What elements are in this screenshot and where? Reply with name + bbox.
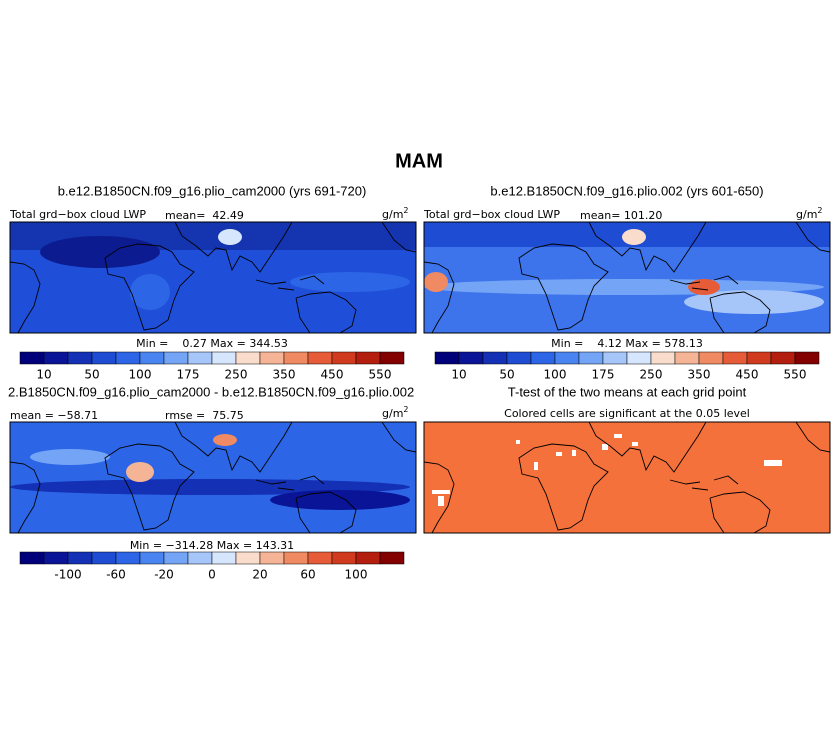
colorbar-label: 450 bbox=[736, 368, 759, 382]
colorbar-label: 175 bbox=[592, 368, 615, 382]
colorbar-label: 100 bbox=[544, 368, 567, 382]
colorbar-label: 250 bbox=[640, 368, 663, 382]
colorbar-label: 175 bbox=[177, 368, 200, 382]
units-label: g/m2 bbox=[382, 206, 409, 222]
colorbar-box bbox=[626, 351, 652, 365]
colorbar-label: 50 bbox=[499, 368, 514, 382]
colorbar-box bbox=[554, 351, 580, 365]
colorbar-box bbox=[602, 351, 628, 365]
colorbar-box bbox=[379, 551, 405, 565]
panel-subtitle: Colored cells are significant at the 0.0… bbox=[504, 407, 750, 420]
colorbar-label: 250 bbox=[225, 368, 248, 382]
colorbar-box bbox=[770, 351, 796, 365]
colorbar-box bbox=[91, 351, 117, 365]
colorbar-label: -100 bbox=[54, 568, 81, 582]
colorbar-label: -60 bbox=[106, 568, 126, 582]
colorbar-box bbox=[259, 551, 285, 565]
colorbar-box bbox=[698, 351, 724, 365]
mean-label: mean= 42.49 bbox=[165, 209, 244, 222]
colorbar-label: 10 bbox=[36, 368, 51, 382]
colorbar-box bbox=[746, 351, 772, 365]
map bbox=[9, 221, 417, 334]
colorbar-label: 0 bbox=[208, 568, 216, 582]
panel-title: T-test of the two means at each grid poi… bbox=[508, 384, 747, 399]
colorbar-box bbox=[794, 351, 820, 365]
colorbar-box bbox=[674, 351, 700, 365]
colorbar-label: 10 bbox=[451, 368, 466, 382]
colorbar-label: 350 bbox=[688, 368, 711, 382]
colorbar-box bbox=[307, 551, 333, 565]
colorbar-box bbox=[43, 351, 69, 365]
colorbar-label: 100 bbox=[345, 568, 368, 582]
units-label: g/m2 bbox=[796, 206, 823, 222]
colorbar-box bbox=[19, 551, 45, 565]
colorbar: -100 -60 -20 0 20 60 100 bbox=[19, 551, 405, 582]
colorbar-box bbox=[307, 351, 333, 365]
units-label: g/m2 bbox=[382, 405, 409, 421]
colorbar-box bbox=[19, 351, 45, 365]
colorbar: 10 50 100 175 250 350 450 550 bbox=[19, 351, 405, 382]
colorbar-box bbox=[331, 351, 357, 365]
colorbar-label: 550 bbox=[369, 368, 392, 382]
colorbar-box bbox=[482, 351, 508, 365]
mean-label: mean= 101.20 bbox=[580, 209, 662, 222]
rmse-label: rmse = 75.75 bbox=[165, 409, 244, 422]
panel-title: b.e12.B1850CN.f09_g16.plio_cam2000 (yrs … bbox=[58, 183, 367, 198]
colorbar-box bbox=[259, 351, 285, 365]
colorbar-box bbox=[235, 551, 261, 565]
panel-title: 2.B1850CN.f09_g16.plio_cam2000 - b.e12.B… bbox=[8, 384, 414, 399]
colorbar-box bbox=[163, 551, 189, 565]
mean-label: mean = −58.71 bbox=[10, 409, 98, 422]
colorbar-box bbox=[163, 351, 189, 365]
figure-title: MAM bbox=[395, 150, 443, 172]
map bbox=[9, 421, 417, 534]
colorbar-box bbox=[211, 551, 237, 565]
colorbar-label: 20 bbox=[252, 568, 267, 582]
colorbar-box bbox=[434, 351, 460, 365]
map bbox=[423, 221, 831, 334]
colorbar-box bbox=[235, 351, 261, 365]
colorbar-box bbox=[139, 551, 165, 565]
colorbar-label: 50 bbox=[84, 368, 99, 382]
variable-label: Total grd−box cloud LWP bbox=[423, 208, 560, 221]
min-max: Min = −314.28 Max = 143.31 bbox=[130, 539, 294, 552]
colorbar-box bbox=[458, 351, 484, 365]
colorbar-box bbox=[91, 551, 117, 565]
colorbar-box bbox=[283, 551, 309, 565]
colorbar-box bbox=[722, 351, 748, 365]
colorbar-box bbox=[530, 351, 556, 365]
colorbar-box bbox=[355, 551, 381, 565]
colorbar-label: 550 bbox=[784, 368, 807, 382]
colorbar-box bbox=[331, 551, 357, 565]
colorbar-box bbox=[379, 351, 405, 365]
colorbar-box bbox=[139, 351, 165, 365]
colorbar-box bbox=[211, 351, 237, 365]
map bbox=[423, 421, 831, 534]
colorbar-label: -20 bbox=[154, 568, 174, 582]
colorbar-box bbox=[67, 351, 93, 365]
colorbar-box bbox=[43, 551, 69, 565]
panel-title: b.e12.B1850CN.f09_g16.plio.002 (yrs 601-… bbox=[490, 183, 763, 198]
colorbar-label: 450 bbox=[321, 368, 344, 382]
min-max: Min = 0.27 Max = 344.53 bbox=[136, 337, 288, 350]
colorbar-box bbox=[578, 351, 604, 365]
colorbar-label: 350 bbox=[273, 368, 296, 382]
colorbar-box bbox=[115, 351, 141, 365]
colorbar-box bbox=[650, 351, 676, 365]
colorbar-box bbox=[67, 551, 93, 565]
variable-label: Total grd−box cloud LWP bbox=[9, 208, 146, 221]
colorbar-box bbox=[506, 351, 532, 365]
colorbar-label: 100 bbox=[129, 368, 152, 382]
min-max: Min = 4.12 Max = 578.13 bbox=[551, 337, 703, 350]
colorbar: 10 50 100 175 250 350 450 550 bbox=[434, 351, 820, 382]
colorbar-box bbox=[187, 551, 213, 565]
colorbar-label: 60 bbox=[300, 568, 315, 582]
colorbar-box bbox=[355, 351, 381, 365]
colorbar-box bbox=[187, 351, 213, 365]
colorbar-box bbox=[115, 551, 141, 565]
colorbar-box bbox=[283, 351, 309, 365]
